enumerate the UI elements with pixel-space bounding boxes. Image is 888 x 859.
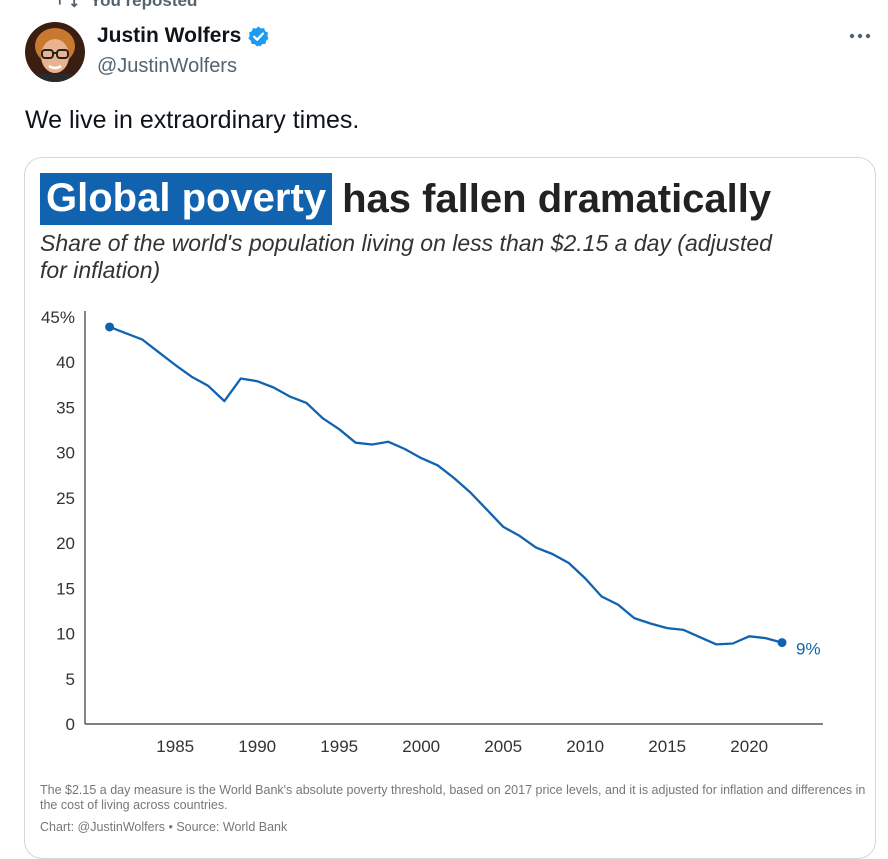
author-name-row[interactable]: Justin Wolfers (97, 24, 270, 48)
y-tick-label: 5 (66, 670, 75, 689)
line-chart: 0 5 10 15 20 25 30 35 40 45% 1985 1990 1995 2000 2005 2… (41, 308, 823, 756)
repost-indicator: You reposted (56, 0, 197, 11)
avatar[interactable] (25, 22, 85, 82)
x-tick-label: 1985 (156, 737, 194, 756)
x-tick-label: 2000 (402, 737, 440, 756)
x-tick-label: 1995 (320, 737, 358, 756)
chart-title: Global poverty has fallen dramatically (40, 173, 771, 225)
end-point (777, 638, 787, 648)
chart-image-card[interactable]: Global poverty has fallen dramatically S… (24, 157, 876, 859)
author-name[interactable]: Justin Wolfers (97, 24, 242, 47)
x-tick-label: 2015 (648, 737, 686, 756)
y-tick-label: 40 (56, 353, 75, 372)
x-tick-label: 2005 (484, 737, 522, 756)
y-tick-label: 15 (56, 579, 75, 598)
chart-credit: Chart: @JustinWolfers • Source: World Ba… (40, 820, 288, 834)
x-tick-label: 1990 (238, 737, 276, 756)
repost-label: You reposted (90, 0, 198, 10)
tweet-text: We live in extraordinary times. (25, 106, 360, 134)
y-tick-label: 10 (56, 625, 75, 644)
more-icon[interactable] (846, 24, 874, 48)
y-tick-label: 30 (56, 444, 75, 463)
chart-title-highlight: Global poverty (40, 173, 333, 225)
chart-title-rest: has fallen dramatically (342, 177, 772, 221)
y-tick-label: 35 (56, 398, 75, 417)
x-tick-label: 2010 (566, 737, 604, 756)
end-value-label: 9% (796, 640, 821, 659)
y-tick-label: 20 (56, 534, 75, 553)
verified-badge-icon (248, 25, 269, 46)
y-tick-label: 25 (56, 489, 75, 508)
chart-note: The $2.15 a day measure is the World Ban… (40, 783, 866, 812)
series-line (109, 325, 783, 646)
chart-subtitle: Share of the world's population living o… (40, 230, 772, 283)
y-tick-label: 45% (41, 308, 75, 327)
x-tick-label: 2020 (730, 737, 768, 756)
start-point (105, 322, 115, 332)
y-tick-label: 0 (66, 715, 75, 734)
repost-icon (58, 0, 78, 8)
author-handle[interactable]: @JustinWolfers (97, 55, 237, 77)
